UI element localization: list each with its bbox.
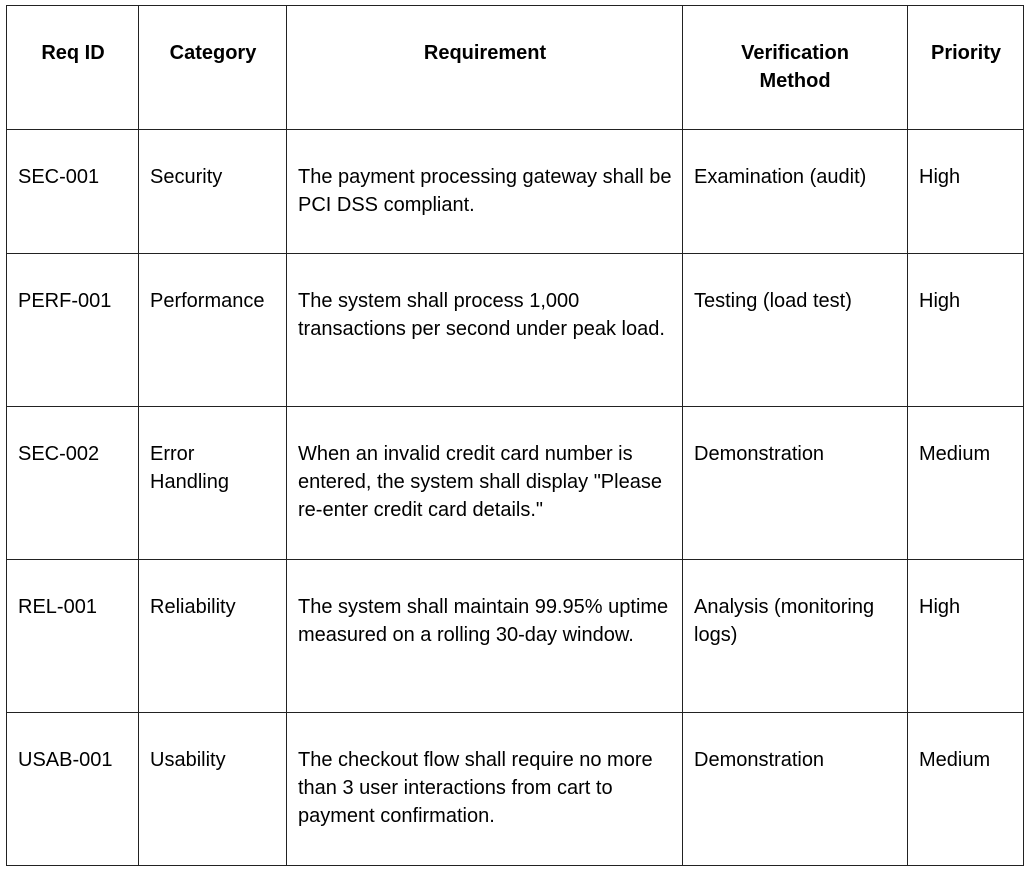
table-row: SEC-001 Security The payment processing … — [6, 129, 1024, 254]
cell-verification-method: Testing (load test) — [682, 253, 908, 407]
requirements-table: Req ID Category Requirement Verification… — [6, 5, 1024, 866]
cell-category: Usability — [138, 712, 287, 866]
cell-verification-method: Demonstration — [682, 406, 908, 560]
header-requirement: Requirement — [286, 5, 683, 130]
cell-req-id: REL-001 — [6, 559, 139, 713]
cell-req-id: SEC-001 — [6, 129, 139, 254]
cell-category: Security — [138, 129, 287, 254]
header-req-id: Req ID — [6, 5, 139, 130]
cell-req-id: SEC-002 — [6, 406, 139, 560]
table-row: PERF-001 Performance The system shall pr… — [6, 253, 1024, 407]
cell-category: Error Handling — [138, 406, 287, 560]
cell-verification-method: Analysis (monitoring logs) — [682, 559, 908, 713]
cell-priority: High — [907, 129, 1024, 254]
cell-priority: High — [907, 253, 1024, 407]
cell-requirement: The system shall process 1,000 transacti… — [286, 253, 683, 407]
table-row: USAB-001 Usability The checkout flow sha… — [6, 712, 1024, 866]
cell-requirement: The checkout flow shall require no more … — [286, 712, 683, 866]
cell-priority: Medium — [907, 712, 1024, 866]
cell-requirement: The payment processing gateway shall be … — [286, 129, 683, 254]
cell-requirement: When an invalid credit card number is en… — [286, 406, 683, 560]
cell-category: Reliability — [138, 559, 287, 713]
cell-req-id: USAB-001 — [6, 712, 139, 866]
table-row: REL-001 Reliability The system shall mai… — [6, 559, 1024, 713]
cell-verification-method: Demonstration — [682, 712, 908, 866]
table-row: SEC-002 Error Handling When an invalid c… — [6, 406, 1024, 560]
cell-priority: High — [907, 559, 1024, 713]
header-priority: Priority — [907, 5, 1024, 130]
cell-category: Performance — [138, 253, 287, 407]
header-category: Category — [138, 5, 287, 130]
header-row: Req ID Category Requirement Verification… — [6, 5, 1024, 130]
cell-req-id: PERF-001 — [6, 253, 139, 407]
cell-requirement: The system shall maintain 99.95% uptime … — [286, 559, 683, 713]
header-verification-method: Verification Method — [682, 5, 908, 130]
cell-priority: Medium — [907, 406, 1024, 560]
cell-verification-method: Examination (audit) — [682, 129, 908, 254]
